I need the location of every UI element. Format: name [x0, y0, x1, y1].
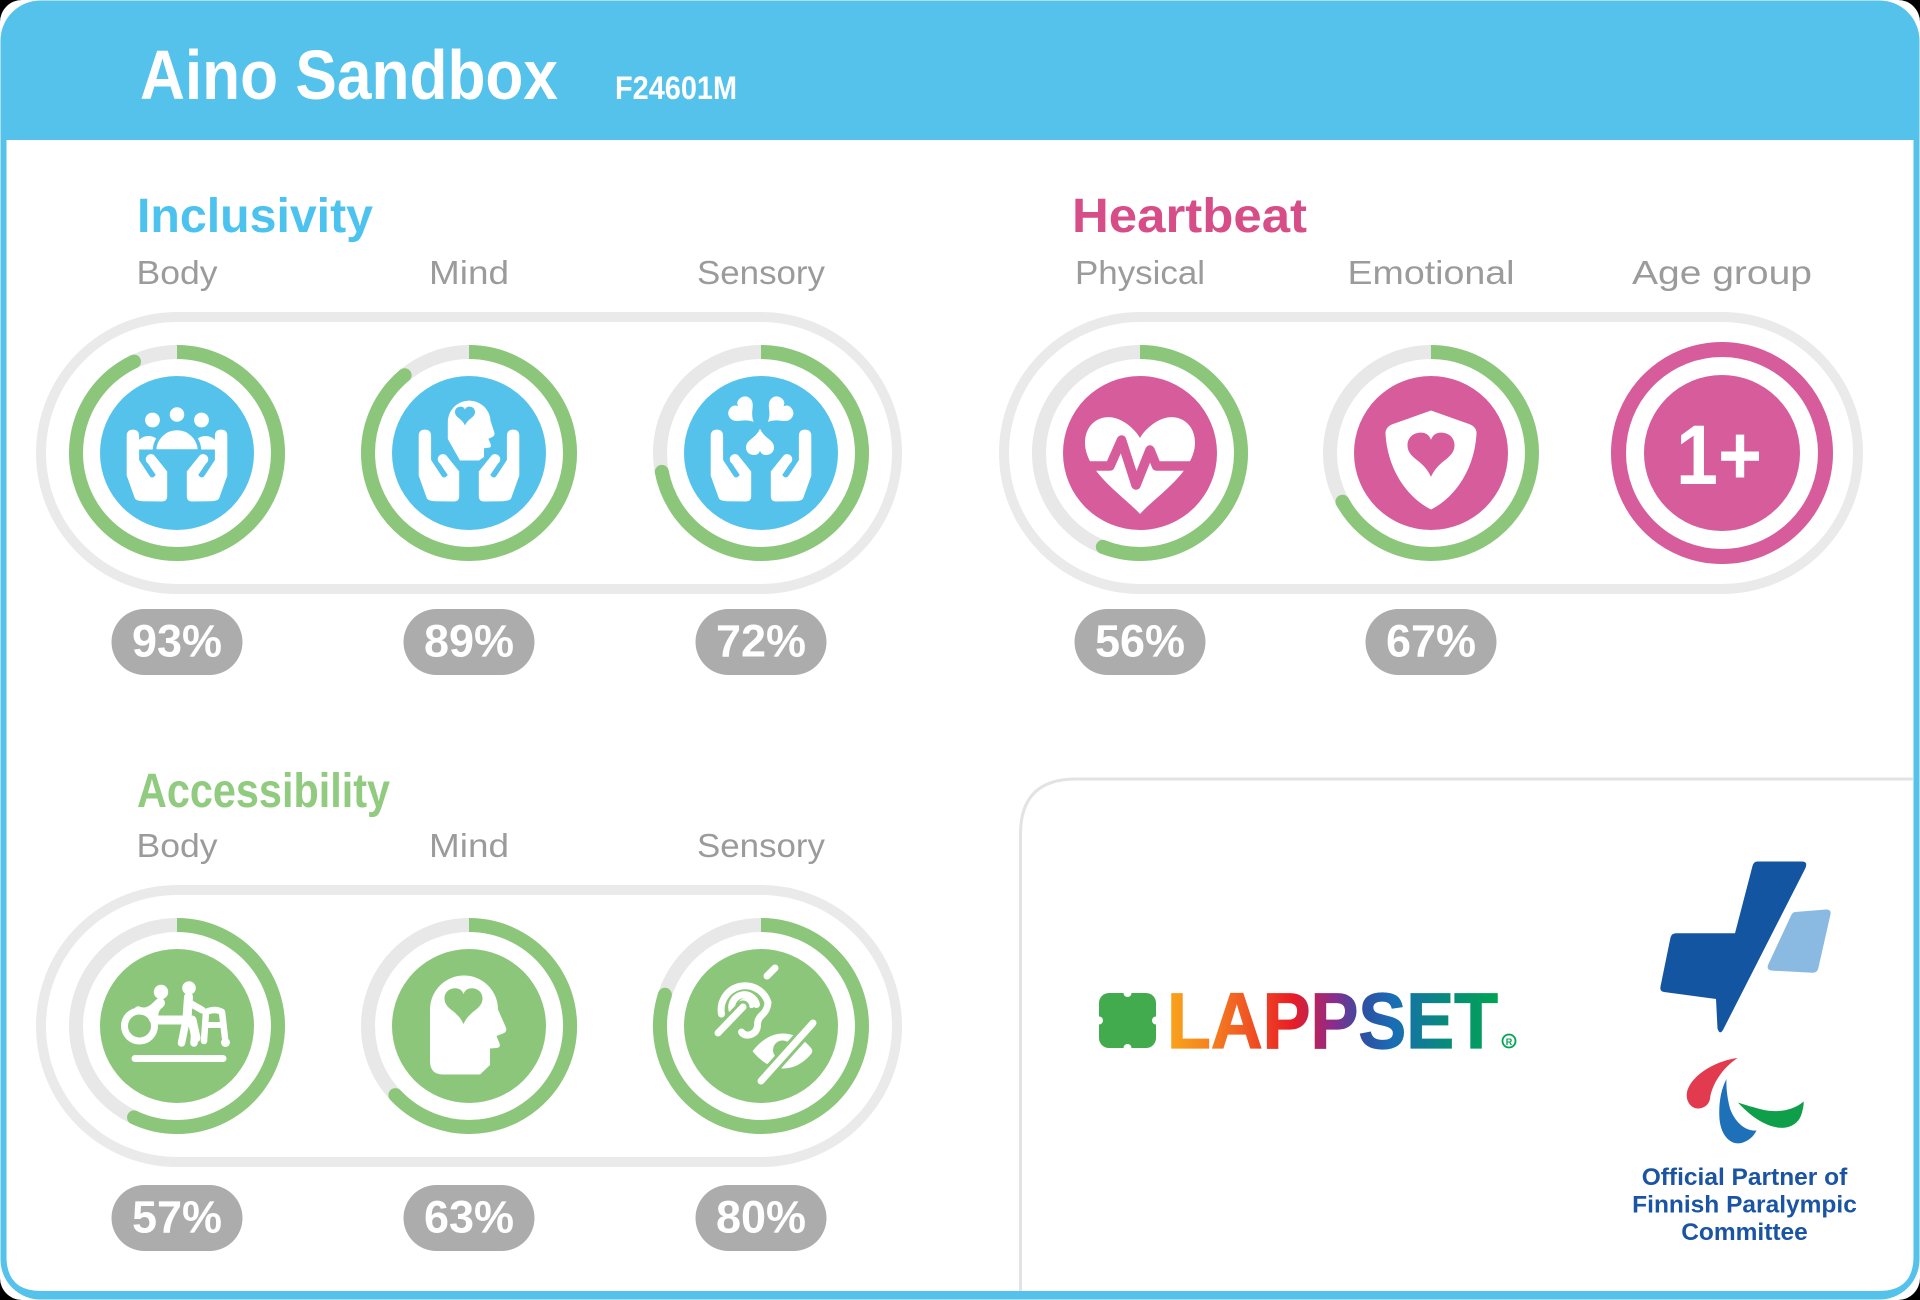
svg-text:R: R: [1506, 1037, 1513, 1047]
svg-text:Finnish Paralympic: Finnish Paralympic: [1632, 1192, 1857, 1219]
svg-text:93%: 93%: [132, 616, 222, 667]
svg-text:Mind: Mind: [429, 827, 509, 864]
svg-text:80%: 80%: [716, 1192, 806, 1243]
svg-text:Sensory: Sensory: [697, 254, 826, 291]
svg-text:Body: Body: [137, 827, 219, 864]
svg-text:Age group: Age group: [1632, 254, 1812, 291]
svg-text:Physical: Physical: [1075, 254, 1205, 291]
svg-text:Official Partner of: Official Partner of: [1642, 1164, 1848, 1191]
svg-text:1+: 1+: [1676, 408, 1762, 502]
svg-text:57%: 57%: [132, 1192, 222, 1243]
svg-text:Committee: Committee: [1681, 1219, 1808, 1246]
svg-text:72%: 72%: [716, 616, 806, 667]
svg-text:Accessibility: Accessibility: [137, 765, 390, 818]
svg-text:Aino Sandbox: Aino Sandbox: [140, 36, 558, 114]
svg-text:LAPPSET: LAPPSET: [1167, 976, 1498, 1065]
svg-text:56%: 56%: [1095, 616, 1185, 667]
svg-text:F24601M: F24601M: [615, 70, 737, 106]
svg-text:Heartbeat: Heartbeat: [1072, 190, 1307, 243]
svg-text:Body: Body: [137, 254, 219, 291]
svg-text:63%: 63%: [424, 1192, 514, 1243]
svg-text:Sensory: Sensory: [697, 827, 826, 864]
svg-text:67%: 67%: [1386, 616, 1476, 667]
svg-text:Mind: Mind: [429, 254, 509, 291]
svg-text:Inclusivity: Inclusivity: [137, 190, 373, 243]
svg-text:89%: 89%: [424, 616, 514, 667]
svg-text:Emotional: Emotional: [1348, 254, 1515, 291]
